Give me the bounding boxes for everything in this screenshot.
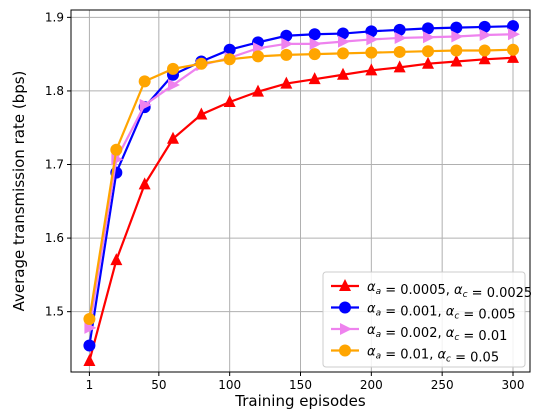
grid-lines [71, 10, 530, 372]
data-point [138, 177, 151, 190]
legend-box [322, 271, 526, 368]
data-point [168, 79, 180, 92]
data-point [83, 313, 96, 326]
data-point [479, 29, 492, 42]
data-point [83, 353, 96, 366]
y-tick-label: 1.7 [45, 158, 64, 172]
data-point [309, 37, 322, 50]
data-point [366, 33, 379, 46]
series-line [88, 56, 514, 362]
series-line [88, 48, 514, 320]
x-tick-label: 300 [502, 378, 525, 392]
data-point [139, 98, 152, 111]
series-1 [83, 50, 519, 366]
data-point [84, 321, 97, 334]
legend-label: αa = 0.002, αc = 0.01 [367, 323, 507, 344]
data-point [308, 72, 321, 85]
data-point [422, 45, 434, 58]
y-tick-label: 1.8 [45, 84, 64, 98]
data-point [337, 27, 349, 40]
data-point [393, 45, 406, 58]
data-point [338, 35, 350, 48]
series-line [88, 25, 514, 346]
data-point [280, 29, 293, 42]
data-point [337, 47, 349, 60]
x-tick-label: 250 [431, 378, 454, 392]
data-point [451, 30, 464, 43]
data-point [365, 63, 378, 76]
data-point [507, 50, 519, 63]
legend-entry: αa = 0.01, αc = 0.05 [331, 344, 499, 366]
data-point [393, 23, 406, 36]
y-tick-label: 1.6 [45, 231, 64, 245]
data-point [365, 25, 378, 38]
data-point [138, 75, 151, 88]
data-point [252, 84, 264, 97]
data-point [422, 56, 434, 69]
data-point [223, 94, 236, 107]
data-point [167, 131, 179, 144]
legend-label: αa = 0.0005, αc = 0.0025 [367, 280, 532, 301]
data-point [365, 46, 378, 59]
data-point [223, 43, 236, 56]
data-point [393, 60, 406, 73]
data-point [423, 31, 435, 44]
series-line [88, 33, 514, 329]
data-point [281, 37, 294, 50]
data-point [167, 62, 179, 75]
legend-marker [339, 344, 351, 357]
series-3 [84, 28, 520, 334]
legend-marker [339, 301, 351, 314]
data-point [478, 20, 491, 33]
data-point [394, 31, 407, 44]
data-point [308, 48, 321, 61]
data-point [83, 339, 96, 352]
data-point [508, 28, 520, 41]
legend-label: αa = 0.01, αc = 0.05 [367, 345, 499, 366]
x-tick-label: 50 [151, 378, 166, 392]
data-point [507, 20, 519, 33]
data-point [422, 22, 434, 35]
x-tick-label: 1 [86, 378, 94, 392]
data-point [478, 52, 491, 65]
data-point [337, 67, 349, 80]
data-point [450, 21, 463, 34]
data-point [195, 57, 208, 70]
data-point [450, 44, 463, 57]
y-tick-label: 1.9 [45, 10, 64, 24]
legend-marker [339, 279, 351, 291]
data-point [110, 143, 123, 156]
x-tick-label: 200 [360, 378, 383, 392]
y-axis-label: Average transmission rate (bps) [10, 71, 28, 312]
x-axis-label: Training episodes [234, 392, 366, 410]
y-tick-label: 1.5 [45, 305, 64, 319]
data-point [478, 44, 491, 57]
data-point [252, 50, 264, 63]
data-point [450, 54, 463, 67]
series-4 [83, 43, 519, 326]
x-tick-label: 150 [289, 378, 312, 392]
data-point [280, 76, 293, 89]
legend-entry: αa = 0.002, αc = 0.01 [331, 323, 507, 344]
x-tick-label: 100 [218, 378, 241, 392]
data-point [308, 28, 321, 41]
data-point [223, 53, 236, 66]
legend-marker [340, 323, 352, 335]
data-point [110, 253, 123, 266]
legend-label: αa = 0.001, αc = 0.005 [367, 302, 516, 323]
series-layer [83, 20, 520, 366]
data-point [195, 107, 208, 120]
legend-entry: αa = 0.001, αc = 0.005 [331, 301, 516, 323]
data-point [507, 43, 519, 56]
legend-entry: αa = 0.0005, αc = 0.0025 [331, 279, 532, 301]
data-point [280, 48, 293, 61]
